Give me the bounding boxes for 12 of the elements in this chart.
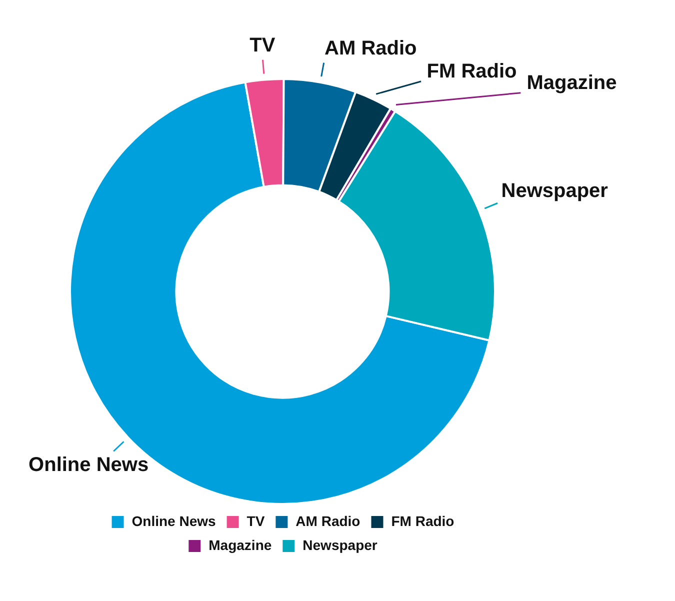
legend-label: AM Radio bbox=[296, 512, 360, 529]
slice-label: FM Radio bbox=[426, 60, 517, 82]
slice-label: Magazine bbox=[526, 72, 617, 94]
slice-label: TV bbox=[250, 34, 276, 56]
slice-label: Online News bbox=[28, 454, 149, 476]
slice-label: Newspaper bbox=[501, 180, 608, 202]
legend-label: Magazine bbox=[208, 536, 272, 553]
legend-label: Newspaper bbox=[302, 536, 378, 553]
legend-label: TV bbox=[246, 512, 266, 529]
legend-label: FM Radio bbox=[391, 512, 454, 529]
slice-label: AM Radio bbox=[324, 37, 417, 60]
legend-label: Online News bbox=[132, 512, 216, 529]
